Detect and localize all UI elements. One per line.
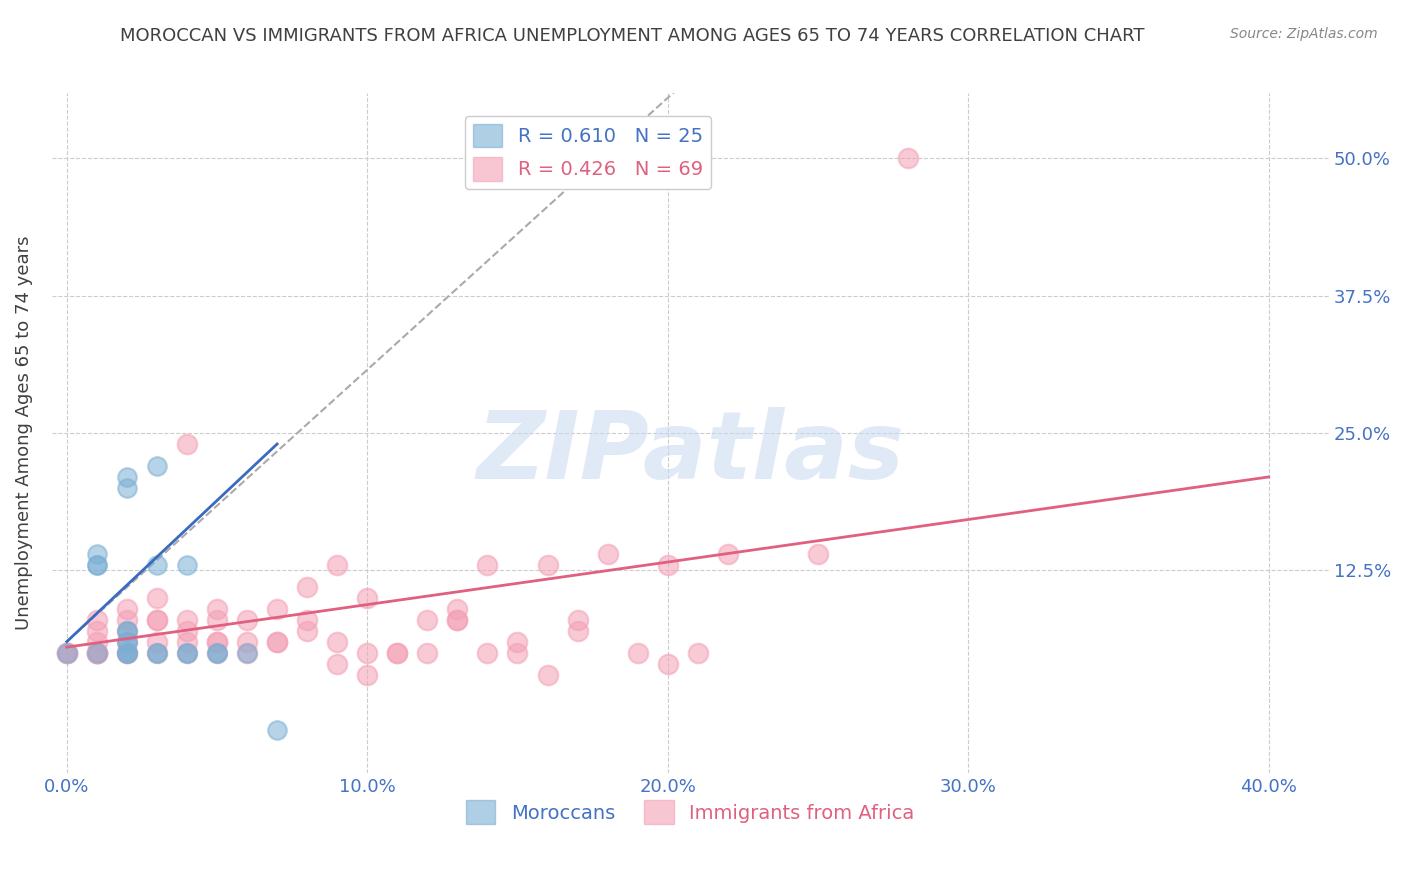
Point bbox=[146, 646, 169, 660]
Point bbox=[176, 437, 198, 451]
Point bbox=[807, 547, 830, 561]
Point bbox=[205, 646, 228, 660]
Point bbox=[176, 634, 198, 648]
Point bbox=[295, 624, 318, 638]
Point bbox=[236, 646, 259, 660]
Point bbox=[536, 558, 558, 572]
Point bbox=[115, 646, 138, 660]
Point bbox=[387, 646, 409, 660]
Point bbox=[717, 547, 740, 561]
Point bbox=[55, 646, 77, 660]
Point bbox=[86, 646, 108, 660]
Point bbox=[205, 634, 228, 648]
Point bbox=[446, 601, 468, 615]
Point bbox=[115, 646, 138, 660]
Point bbox=[86, 646, 108, 660]
Point bbox=[86, 646, 108, 660]
Point bbox=[176, 624, 198, 638]
Point bbox=[115, 613, 138, 627]
Point bbox=[86, 558, 108, 572]
Point bbox=[115, 646, 138, 660]
Point bbox=[115, 634, 138, 648]
Point bbox=[236, 613, 259, 627]
Point bbox=[176, 646, 198, 660]
Point bbox=[86, 646, 108, 660]
Point bbox=[115, 634, 138, 648]
Point bbox=[567, 624, 589, 638]
Point bbox=[205, 613, 228, 627]
Point bbox=[326, 634, 349, 648]
Point bbox=[477, 646, 499, 660]
Point bbox=[205, 646, 228, 660]
Point bbox=[86, 634, 108, 648]
Point bbox=[205, 634, 228, 648]
Point bbox=[387, 646, 409, 660]
Point bbox=[356, 591, 378, 605]
Point bbox=[146, 634, 169, 648]
Point bbox=[657, 558, 679, 572]
Point bbox=[115, 646, 138, 660]
Point bbox=[115, 481, 138, 495]
Point bbox=[176, 613, 198, 627]
Point bbox=[506, 646, 529, 660]
Point bbox=[115, 646, 138, 660]
Point bbox=[567, 613, 589, 627]
Text: ZIPatlas: ZIPatlas bbox=[477, 408, 904, 500]
Point bbox=[86, 646, 108, 660]
Point bbox=[146, 613, 169, 627]
Point bbox=[146, 646, 169, 660]
Point bbox=[146, 646, 169, 660]
Point bbox=[236, 634, 259, 648]
Point bbox=[266, 634, 288, 648]
Point bbox=[55, 646, 77, 660]
Point bbox=[627, 646, 650, 660]
Point bbox=[205, 601, 228, 615]
Point bbox=[115, 634, 138, 648]
Point bbox=[596, 547, 619, 561]
Point bbox=[477, 558, 499, 572]
Point bbox=[416, 646, 439, 660]
Point bbox=[266, 601, 288, 615]
Point bbox=[146, 613, 169, 627]
Point bbox=[295, 613, 318, 627]
Point bbox=[295, 580, 318, 594]
Point bbox=[86, 547, 108, 561]
Point bbox=[146, 458, 169, 473]
Text: Source: ZipAtlas.com: Source: ZipAtlas.com bbox=[1230, 27, 1378, 41]
Point bbox=[115, 601, 138, 615]
Point bbox=[686, 646, 709, 660]
Point bbox=[86, 613, 108, 627]
Point bbox=[657, 657, 679, 671]
Legend: Moroccans, Immigrants from Africa: Moroccans, Immigrants from Africa bbox=[458, 792, 922, 832]
Point bbox=[176, 646, 198, 660]
Point bbox=[416, 613, 439, 627]
Point bbox=[356, 667, 378, 681]
Point bbox=[55, 646, 77, 660]
Y-axis label: Unemployment Among Ages 65 to 74 years: Unemployment Among Ages 65 to 74 years bbox=[15, 235, 32, 631]
Point bbox=[86, 558, 108, 572]
Point bbox=[146, 558, 169, 572]
Point bbox=[326, 558, 349, 572]
Point bbox=[176, 646, 198, 660]
Point bbox=[115, 624, 138, 638]
Point bbox=[205, 646, 228, 660]
Point bbox=[146, 591, 169, 605]
Point bbox=[446, 613, 468, 627]
Point bbox=[326, 657, 349, 671]
Point bbox=[236, 646, 259, 660]
Point bbox=[356, 646, 378, 660]
Point bbox=[506, 634, 529, 648]
Point bbox=[115, 624, 138, 638]
Point bbox=[897, 152, 920, 166]
Point bbox=[446, 613, 468, 627]
Text: MOROCCAN VS IMMIGRANTS FROM AFRICA UNEMPLOYMENT AMONG AGES 65 TO 74 YEARS CORREL: MOROCCAN VS IMMIGRANTS FROM AFRICA UNEMP… bbox=[121, 27, 1144, 45]
Point bbox=[176, 558, 198, 572]
Point bbox=[536, 667, 558, 681]
Point bbox=[115, 624, 138, 638]
Point bbox=[266, 723, 288, 737]
Point bbox=[115, 470, 138, 484]
Point bbox=[86, 624, 108, 638]
Point bbox=[266, 634, 288, 648]
Point bbox=[55, 646, 77, 660]
